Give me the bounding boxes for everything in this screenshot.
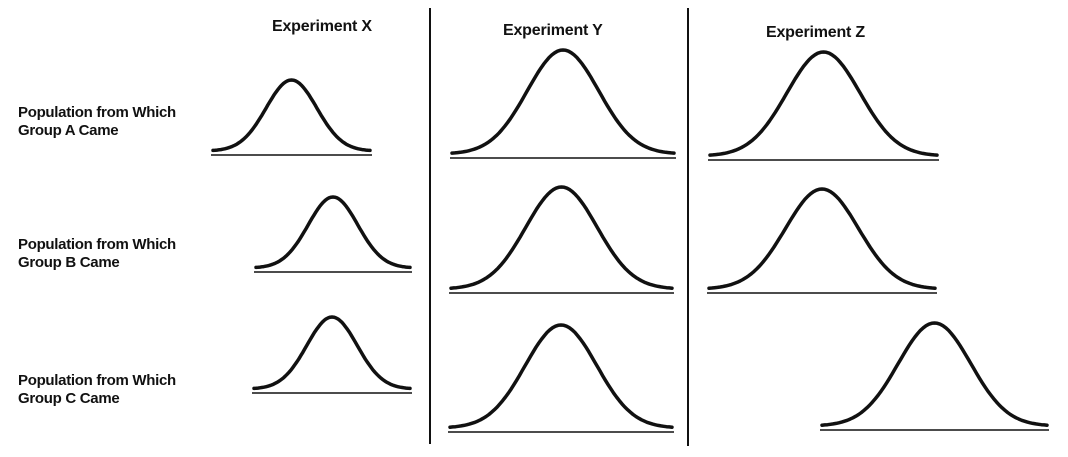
column-title-z: Experiment Z	[766, 24, 865, 41]
curve-y-b-line	[449, 185, 674, 290]
curve-z-b-line	[707, 187, 937, 290]
row-label-a: Population from Which Group A Came	[18, 104, 176, 140]
curve-z-b	[707, 187, 937, 294]
row-label-b-line2: Group B Came	[18, 254, 120, 271]
row-label-c-line1: Population from Which	[18, 372, 176, 389]
curve-z-a	[708, 50, 939, 161]
row-label-c-line2: Group C Came	[18, 390, 120, 407]
curve-z-c-line	[820, 321, 1049, 427]
row-label-a-line1: Population from Which	[18, 104, 176, 121]
curve-z-a-line	[708, 50, 939, 157]
curve-x-c	[252, 315, 412, 394]
curve-z-c	[820, 321, 1049, 431]
curve-y-a	[450, 48, 676, 159]
curve-x-b	[254, 195, 412, 273]
curve-y-a-line	[450, 48, 676, 155]
column-title-y: Experiment Y	[503, 22, 603, 39]
row-label-a-line2: Group A Came	[18, 122, 119, 139]
curve-y-c-line	[448, 323, 674, 429]
curve-x-b-line	[254, 195, 412, 270]
row-label-b: Population from Which Group B Came	[18, 236, 176, 272]
row-label-b-line1: Population from Which	[18, 236, 176, 253]
curve-x-a-line	[211, 78, 372, 153]
column-title-x: Experiment X	[272, 18, 372, 35]
curve-x-a	[211, 78, 372, 156]
row-label-c: Population from Which Group C Came	[18, 372, 176, 408]
curve-y-c	[448, 323, 674, 433]
curve-x-c-line	[252, 315, 412, 391]
curve-y-b	[449, 185, 674, 294]
